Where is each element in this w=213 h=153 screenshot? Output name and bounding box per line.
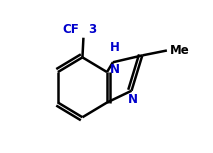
- Text: H: H: [110, 41, 120, 54]
- Text: N: N: [110, 63, 120, 76]
- Text: N: N: [128, 93, 138, 106]
- Text: CF: CF: [63, 23, 79, 36]
- Text: 3: 3: [88, 23, 96, 36]
- Text: Me: Me: [170, 44, 190, 57]
